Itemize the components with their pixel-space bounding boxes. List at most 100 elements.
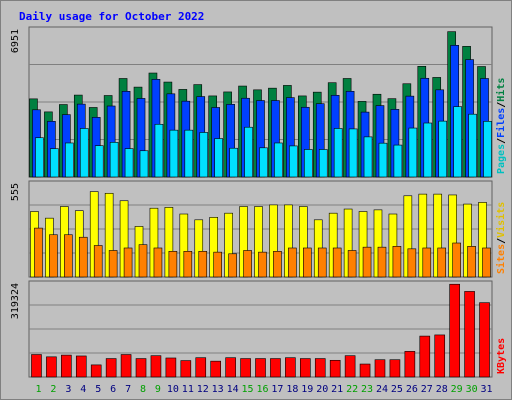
bar-kbytes-11: [180, 360, 192, 378]
x-tick-label-28: 28: [436, 384, 448, 395]
bar-kbytes-18: [285, 357, 296, 378]
legend-item: Visits: [495, 202, 507, 238]
x-tick-label-10: 10: [167, 384, 179, 395]
panel-pages-files-hits: 6951 Pages/Files/Hits: [10, 26, 507, 178]
bar-kbytes-16: [255, 358, 266, 378]
bar-sites-6: [108, 250, 118, 278]
bar-pages-11: [184, 129, 194, 178]
bar-pages-1: [35, 137, 44, 178]
bar-sites-25: [392, 246, 402, 278]
x-tick-label-11: 11: [182, 384, 194, 395]
bar-pages-6: [109, 142, 119, 178]
bar-sites-13: [213, 251, 222, 278]
bar-kbytes-2: [46, 356, 57, 378]
x-tick-label-19: 19: [301, 384, 313, 395]
legend-item: Files: [495, 108, 507, 138]
bar-sites-22: [347, 250, 357, 278]
bar-sites-26: [407, 248, 417, 278]
bar-pages-7: [124, 148, 134, 178]
bar-sites-9: [153, 247, 163, 278]
bar-kbytes-7: [120, 354, 132, 378]
bar-sites-16: [258, 251, 267, 278]
bar-kbytes-13: [210, 360, 221, 378]
bar-sites-21: [332, 247, 342, 278]
bar-sites-11: [183, 251, 193, 278]
bar-pages-4: [79, 128, 89, 178]
bar-kbytes-20: [314, 358, 326, 378]
x-tick-label-6: 6: [110, 384, 116, 395]
bar-pages-10: [169, 129, 179, 178]
bar-pages-17: [274, 142, 283, 178]
legend-pages-files-hits: Pages/Files/Hits: [495, 78, 507, 174]
bar-kbytes-26: [404, 351, 416, 378]
legend-item: Hits: [495, 78, 507, 102]
bar-pages-26: [408, 127, 418, 178]
panel-sites-visits: 555 Sites/Visits: [10, 180, 507, 278]
bar-pages-24: [378, 142, 388, 178]
bar-sites-24: [377, 246, 387, 278]
bar-pages-31: [483, 121, 492, 178]
bar-pages-23: [363, 136, 373, 178]
bar-kbytes-15: [240, 358, 251, 378]
bar-pages-16: [259, 147, 268, 178]
bar-sites-4: [78, 236, 88, 278]
bar-sites-10: [168, 251, 178, 278]
legend-item: /: [496, 238, 507, 244]
x-tick-label-16: 16: [256, 384, 268, 395]
bar-kbytes-29: [449, 283, 460, 378]
bar-sites-27: [422, 247, 432, 278]
bar-kbytes-8: [135, 358, 147, 378]
bar-sites-1: [34, 227, 43, 278]
legend-item: /: [496, 102, 507, 108]
bar-pages-8: [139, 150, 149, 178]
x-tick-label-21: 21: [331, 384, 343, 395]
x-tick-label-2: 2: [50, 384, 56, 395]
bar-kbytes-10: [165, 357, 177, 378]
bar-sites-28: [437, 247, 447, 278]
x-tick-label-29: 29: [451, 384, 463, 395]
bar-kbytes-25: [389, 359, 401, 378]
x-tick-label-9: 9: [155, 384, 161, 395]
bar-sites-18: [288, 247, 297, 278]
bar-kbytes-6: [105, 358, 117, 378]
bar-pages-20: [318, 149, 328, 178]
bar-sites-5: [93, 245, 103, 278]
legend-item: KBytes: [496, 338, 507, 374]
bar-kbytes-27: [419, 335, 431, 378]
x-tick-label-26: 26: [406, 384, 418, 395]
bar-pages-28: [438, 120, 448, 178]
legend-sites-visits: Sites/Visits: [495, 202, 507, 274]
x-tick-label-1: 1: [35, 384, 41, 395]
y-max-label: 6951: [10, 29, 21, 53]
x-tick-label-17: 17: [271, 384, 283, 395]
x-tick-label-30: 30: [466, 384, 478, 395]
x-tick-label-7: 7: [125, 384, 131, 395]
bar-pages-25: [393, 144, 403, 178]
x-tick-label-23: 23: [361, 384, 373, 395]
bar-sites-31: [482, 247, 491, 278]
x-tick-label-22: 22: [346, 384, 358, 395]
bar-kbytes-1: [31, 354, 42, 378]
bar-kbytes-14: [225, 357, 236, 378]
bar-pages-15: [244, 126, 253, 178]
x-tick-label-18: 18: [286, 384, 298, 395]
bar-pages-14: [229, 147, 238, 178]
bar-kbytes-12: [195, 357, 207, 378]
bar-sites-3: [64, 234, 73, 278]
x-tick-label-27: 27: [421, 384, 433, 395]
bar-kbytes-17: [270, 358, 281, 378]
bar-pages-19: [304, 149, 313, 178]
bar-pages-9: [154, 123, 164, 178]
y-max-label: 319324: [10, 283, 21, 319]
x-axis-labels: 1 2 3 4 5 6 7 8 9 10 11 12 13 14 15 16 17 18 19 20 21 22 23 24 2…: [35, 384, 492, 395]
bar-kbytes-30: [464, 291, 475, 378]
bar-pages-30: [468, 113, 477, 178]
legend-item: /: [496, 138, 507, 144]
bar-sites-8: [138, 244, 148, 278]
bar-pages-2: [50, 148, 59, 178]
bar-sites-12: [198, 251, 208, 278]
x-tick-label-5: 5: [95, 384, 101, 395]
